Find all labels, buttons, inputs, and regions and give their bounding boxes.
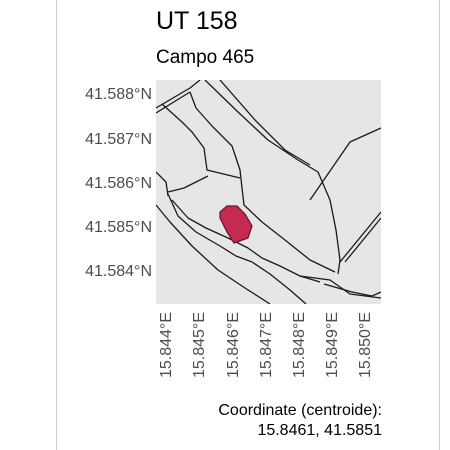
parcel-boundary (167, 193, 307, 304)
lon-label: 15.846°E (225, 312, 242, 379)
plot-frame (56, 0, 440, 450)
parcel-boundary (309, 127, 381, 201)
lon-label: 15.845°E (191, 312, 208, 379)
parcel-boundary (189, 91, 336, 273)
map-subtitle: Campo 465 (156, 47, 255, 68)
parcel-boundary (156, 204, 271, 304)
parcel-boundary (299, 275, 381, 299)
parcel-boundary (323, 283, 381, 297)
parcel-boundary (204, 80, 341, 275)
centroid-caption: Coordinate (centroide): 15.8461, 41.5851 (218, 401, 382, 441)
lon-label: 15.844°E (158, 312, 175, 379)
lat-label: 41.584°N (85, 263, 152, 280)
parcel-boundary (339, 211, 381, 263)
parcel-boundary (156, 171, 169, 197)
parcel-boundary (156, 91, 191, 114)
map-panel (156, 80, 381, 304)
highlighted-parcel (219, 205, 253, 244)
parcel-boundary (161, 103, 241, 179)
lat-label: 41.588°N (85, 86, 152, 103)
parcel-boundary (219, 80, 311, 166)
lon-label: 15.850°E (357, 312, 374, 379)
lon-label: 15.847°E (258, 312, 275, 379)
parcel-boundary (344, 217, 381, 263)
parcel-boundary (171, 199, 321, 283)
lon-label: 15.848°E (291, 312, 308, 379)
lat-label: 41.587°N (85, 131, 152, 148)
lat-label: 41.585°N (85, 219, 152, 236)
lon-label: 15.849°E (324, 312, 341, 379)
centroid-coordinates: 15.8461, 41.5851 (257, 422, 382, 439)
centroid-caption-label: Coordinate (centroide): (218, 402, 382, 419)
parcel-boundary (156, 80, 201, 109)
lat-label: 41.586°N (85, 175, 152, 192)
map-title: UT 158 (156, 7, 238, 35)
parcel-boundary (167, 175, 209, 193)
